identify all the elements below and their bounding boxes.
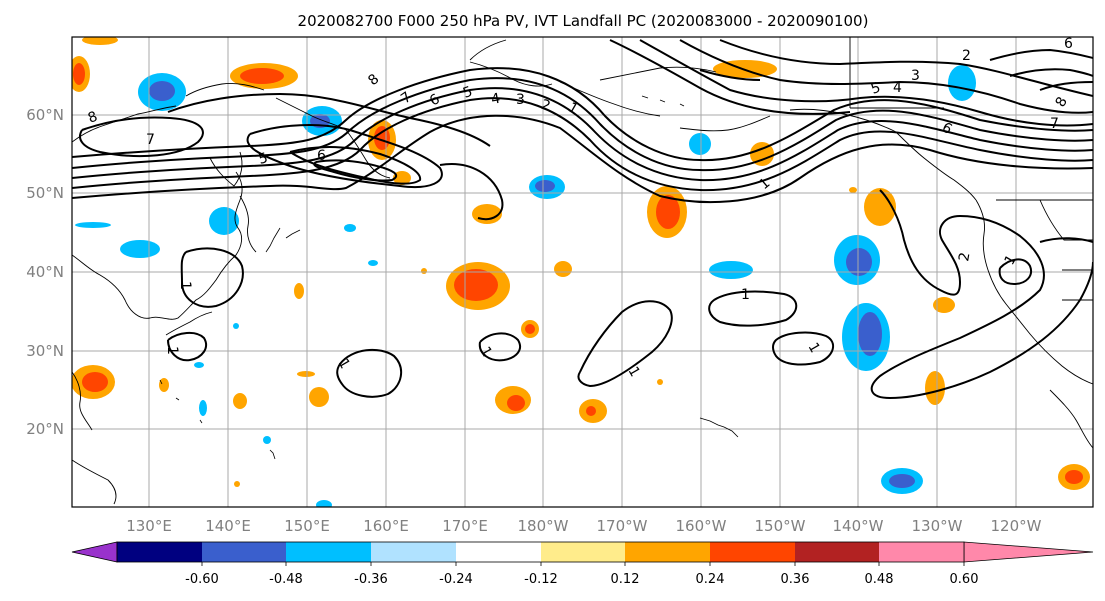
- lon-label: 150°W: [755, 517, 806, 535]
- contour-label: 4: [490, 91, 502, 108]
- lat-label: 60°N: [26, 106, 64, 124]
- contour-label: 1: [741, 287, 750, 303]
- contour-label: 6: [317, 148, 326, 164]
- colorbar-extend-low: [71, 541, 118, 563]
- colorbar-tick-label: 0.24: [696, 572, 725, 587]
- lon-label: 140°E: [205, 517, 251, 535]
- colorbar-segment: [710, 542, 795, 562]
- colorbar-segment: [456, 542, 541, 562]
- lon-label: 140°W: [833, 517, 884, 535]
- contour-label: 1: [164, 346, 180, 355]
- lat-label: 20°N: [26, 420, 64, 438]
- lon-label: 170°W: [597, 517, 648, 535]
- colorbar: -0.60 -0.48 -0.36 -0.24 -0.12 0.12 0.24 …: [71, 541, 1094, 587]
- colorbar-segment: [795, 542, 879, 562]
- contour-label: 7: [146, 132, 155, 148]
- colorbar-tick-label: 0.36: [781, 572, 810, 587]
- pv-contours: [72, 39, 1093, 400]
- lon-label: 160°E: [363, 517, 409, 535]
- latitude-labels: 60°N 50°N 40°N 30°N 20°N: [26, 106, 64, 438]
- contour-label: 5: [257, 150, 270, 168]
- lon-label: 130°E: [126, 517, 172, 535]
- lat-label: 50°N: [26, 184, 64, 202]
- lon-label: 120°W: [991, 517, 1042, 535]
- colorbar-tick-label: -0.12: [524, 572, 558, 587]
- colorbar-segment: [625, 542, 710, 562]
- lon-label: 170°E: [442, 517, 488, 535]
- lon-label: 150°E: [284, 517, 330, 535]
- colorbar-tick-label: 0.12: [611, 572, 640, 587]
- colorbar-ticks: [201, 562, 965, 566]
- contour-label: 6: [1064, 36, 1073, 52]
- map-panel: 8 7 6 5 4 3 2 1 8 7 6 5 6 5 4 3 2 8 7 6: [71, 36, 1094, 508]
- contour-label: 7: [1050, 116, 1059, 132]
- coastlines: [72, 37, 1093, 505]
- colorbar-segment: [202, 542, 286, 562]
- colorbar-tick-label: -0.24: [439, 572, 473, 587]
- colorbar-tick-label: 0.60: [950, 572, 979, 587]
- contour-label: 2: [962, 48, 971, 64]
- colorbar-segment: [371, 542, 456, 562]
- contour-label: 1: [177, 281, 193, 290]
- map-frame: [71, 36, 1094, 508]
- colorbar-segment: [117, 542, 202, 562]
- lon-label: 130°W: [912, 517, 963, 535]
- contour-label: 4: [893, 80, 902, 96]
- figure-title: 2020082700 F000 250 hPa PV, IVT Landfall…: [298, 12, 869, 30]
- colorbar-outline: [116, 541, 965, 563]
- islands: [159, 95, 739, 460]
- contour-label: 2: [956, 251, 973, 263]
- longitude-labels: 130°E 140°E 150°E 160°E 170°E 180°W 170°…: [126, 517, 1041, 535]
- colorbar-segment: [286, 542, 371, 562]
- colorbar-tick-label: 0.48: [865, 572, 894, 587]
- colorbar-tick-label: -0.36: [354, 572, 388, 587]
- colorbar-segment: [541, 542, 625, 562]
- lon-label: 180°W: [518, 517, 569, 535]
- lat-label: 40°N: [26, 263, 64, 281]
- lon-label: 160°W: [676, 517, 727, 535]
- colorbar-segment: [879, 542, 964, 562]
- colorbar-tick-label: -0.48: [269, 572, 303, 587]
- contour-label: 3: [911, 68, 920, 84]
- colorbar-tick-label: -0.60: [185, 572, 219, 587]
- lat-label: 30°N: [26, 342, 64, 360]
- colorbar-extend-high: [963, 541, 1094, 563]
- contour-label: 3: [516, 92, 525, 108]
- negative-anomaly-shading: [75, 65, 976, 507]
